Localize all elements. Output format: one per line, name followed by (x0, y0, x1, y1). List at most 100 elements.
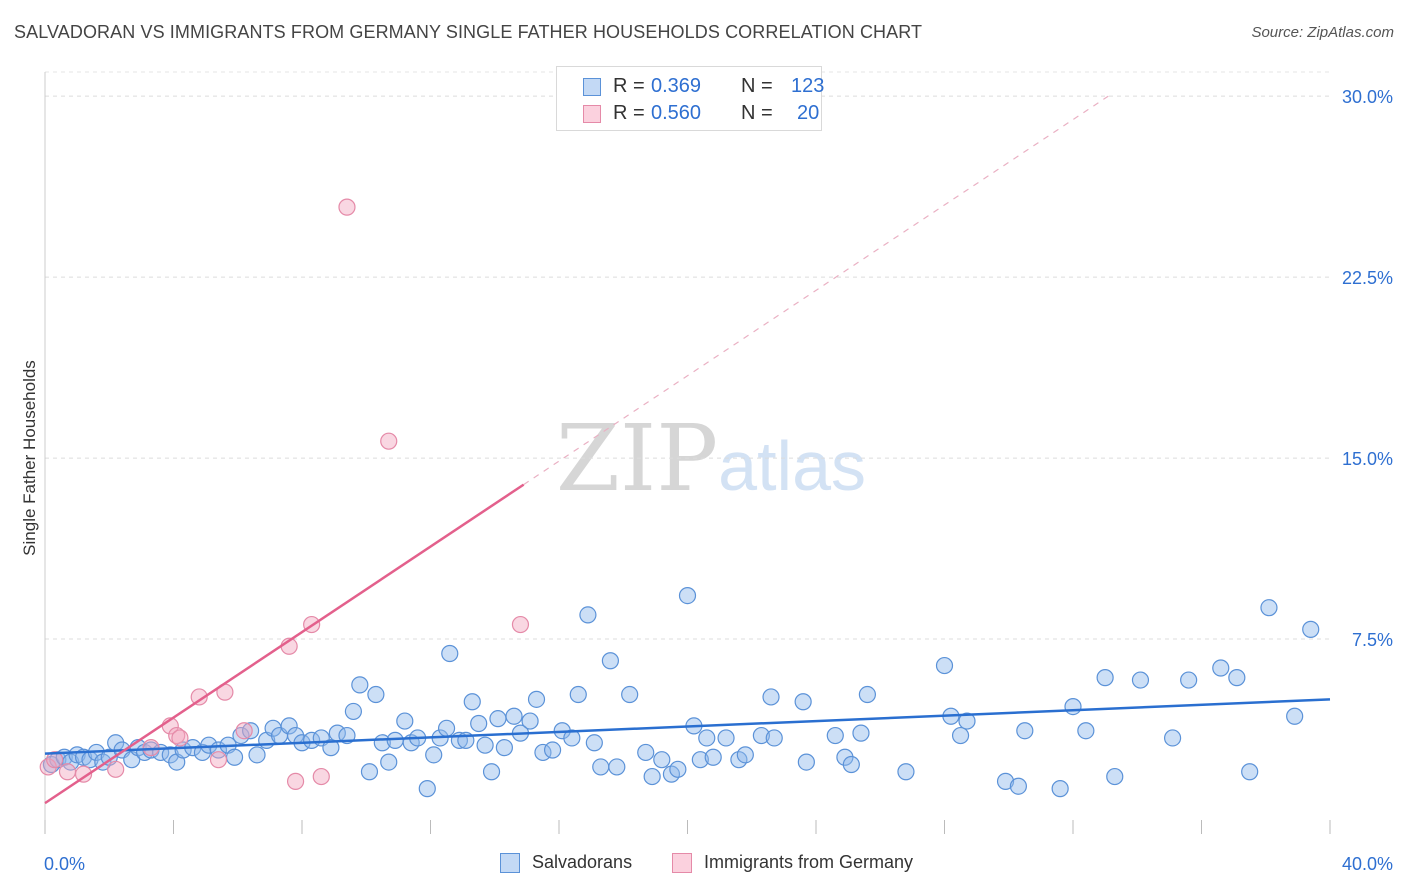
germany-point (312, 767, 330, 786)
salvadoran-point (232, 726, 250, 745)
watermark-atlas: atlas (718, 427, 867, 505)
salvadoran-point (161, 746, 179, 764)
legend-r-label: R = (613, 102, 645, 124)
salvadoran-point (765, 729, 783, 747)
salvadoran-point (521, 712, 539, 730)
salvadoran-point (1228, 669, 1246, 687)
legend-r-value: 0.369 (651, 75, 702, 97)
salvadoran-point (1131, 671, 1150, 689)
salvadoran-point (344, 702, 362, 721)
germany-point (511, 615, 530, 634)
salvadoran-point (797, 753, 815, 771)
salvadoran-point (643, 767, 661, 786)
salvadoran-point (1286, 707, 1304, 725)
salvadoran-point (935, 656, 954, 675)
salvadoran-point (592, 758, 610, 776)
salvadoran-point (736, 746, 754, 764)
germany-point (209, 751, 228, 769)
salvadoran-point (1163, 729, 1182, 747)
germany-point (142, 739, 160, 757)
legend-n-label: N = (741, 102, 773, 124)
legend-swatch-salvadorans (583, 78, 601, 96)
germany-point (380, 432, 398, 450)
salvadoran-point (495, 739, 513, 757)
salvadoran-point (396, 712, 414, 730)
germany-trend-extension (523, 95, 1109, 486)
germany-point (74, 765, 93, 783)
x-tick-label: 40.0% (1342, 854, 1393, 874)
salvadoran-point (437, 719, 456, 737)
source-label: Source: ZipAtlas.com (1251, 24, 1394, 41)
salvadoran-point (527, 690, 546, 708)
salvadoran-point (897, 763, 915, 781)
salvadoran-point (579, 606, 597, 624)
germany-trend-line (44, 483, 525, 805)
salvadoran-point (585, 734, 603, 752)
salvadoran-point (608, 758, 626, 776)
salvadoran-point (826, 726, 844, 745)
salvadoran-point (1016, 722, 1034, 740)
salvadoran-point (476, 736, 494, 754)
salvadoran-point (280, 717, 298, 735)
germany-point (286, 772, 305, 790)
salvadoran-point (669, 760, 687, 778)
y-tick-label: 22.5% (1342, 268, 1393, 288)
germany-point (235, 722, 253, 740)
legend-n-label: N = (741, 75, 773, 97)
salvadoran-point (322, 739, 340, 757)
salvadoran-point (794, 693, 812, 711)
salvadoran-point (360, 763, 379, 781)
y-tick-label: 30.0% (1342, 87, 1393, 107)
salvadoran-point (425, 746, 443, 764)
salvadoran-point (717, 729, 735, 747)
salvadoran-point (489, 710, 507, 728)
salvadoran-point (470, 714, 488, 733)
germany-point (190, 688, 208, 706)
salvadoran-point (691, 751, 709, 769)
legend-r-label: R = (613, 75, 645, 97)
salvadoran-point (1212, 659, 1230, 677)
germany-point (338, 198, 356, 216)
salvadoran-point (1077, 722, 1095, 740)
salvadoran-point (704, 748, 722, 766)
series-label-salvadorans: Salvadorans (532, 852, 633, 872)
y-tick-label: 15.0% (1342, 449, 1393, 469)
correlation-legend: R = 0.369 N = 123 R = 0.560 N = 20 (556, 66, 825, 131)
chart-title: SALVADORAN VS IMMIGRANTS FROM GERMANY SI… (14, 22, 923, 42)
salvadoran-point (248, 746, 266, 764)
salvadoran-point (836, 748, 854, 766)
salvadoran-point (653, 751, 671, 769)
salvadoran-point (386, 731, 404, 749)
salvadoran-point (996, 772, 1015, 790)
salvadoran-point (858, 685, 877, 704)
salvadoran-point (543, 741, 562, 759)
salvadoran-point (1180, 671, 1198, 689)
legend-swatch-germany (583, 105, 601, 123)
salvadoran-point (1096, 669, 1114, 687)
salvadoran-point (242, 722, 260, 740)
salvadoran-point (418, 780, 436, 798)
germany-point (171, 729, 189, 747)
germany-point (168, 726, 186, 745)
salvadoran-point (1009, 777, 1027, 795)
salvadoran-point (698, 729, 716, 747)
salvadoran-point (441, 644, 459, 663)
legend-n-value: 20 (797, 102, 820, 124)
salvadoran-point (1241, 763, 1259, 781)
series-label-germany: Immigrants from Germany (704, 852, 914, 872)
salvadoran-point (621, 685, 639, 704)
legend-n-value: 123 (791, 75, 825, 97)
series-swatch-germany (672, 853, 692, 873)
salvadoran-point (563, 729, 581, 747)
salvadoran-point (752, 726, 770, 745)
salvadoran-point (569, 685, 587, 704)
x-tick-label: 0.0% (44, 854, 85, 874)
salvadoran-point (367, 685, 385, 704)
salvadoran-point (678, 586, 697, 605)
salvadoran-point (762, 688, 780, 706)
salvadoran-point (225, 748, 244, 766)
salvadoran-point (1064, 697, 1082, 716)
germany-point (39, 758, 57, 776)
salvadoran-point (842, 755, 860, 774)
